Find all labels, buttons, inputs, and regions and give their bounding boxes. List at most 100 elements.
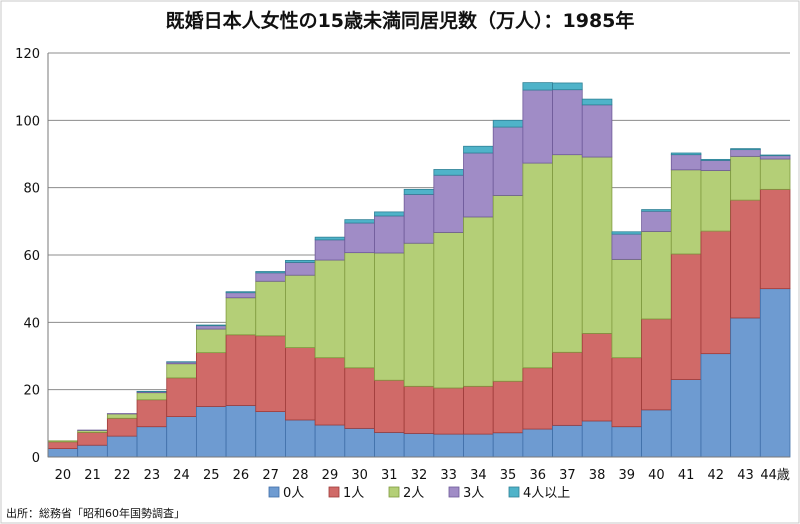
bar-segment xyxy=(730,149,761,157)
x-tick-label: 26 xyxy=(233,468,250,483)
bar-segment xyxy=(314,239,346,261)
y-tick-label: 60 xyxy=(23,249,40,264)
bar-segment xyxy=(670,169,702,255)
bar-segment xyxy=(225,334,257,406)
x-tick-label: 36 xyxy=(529,468,546,483)
y-tick-label: 0 xyxy=(32,451,40,466)
bar-segment xyxy=(522,428,553,458)
bar-segment xyxy=(374,211,405,217)
bar-segment xyxy=(314,259,346,359)
bar-segment xyxy=(552,89,583,156)
bar-segment xyxy=(670,379,702,458)
bar-segment xyxy=(581,104,613,158)
bar-segment xyxy=(374,252,405,381)
bar-segment xyxy=(344,222,375,254)
x-tick-label: 32 xyxy=(411,468,428,483)
bar-segment xyxy=(581,333,613,422)
x-tick-label: 30 xyxy=(351,468,368,483)
bar-segment xyxy=(136,426,168,458)
bar-segment xyxy=(730,199,761,319)
bar-segment xyxy=(255,335,286,412)
bar-segment xyxy=(463,145,494,154)
x-tick-label: 39 xyxy=(618,468,635,483)
legend-label: 3人 xyxy=(463,486,484,501)
x-tick-label: 34 xyxy=(470,468,487,483)
bar-segment xyxy=(433,169,464,176)
bar-segment xyxy=(166,363,197,379)
bar-segment xyxy=(670,154,702,171)
bar-segment xyxy=(581,98,613,106)
bar-segment xyxy=(314,357,346,426)
bar-segment xyxy=(255,411,286,458)
bar-segment xyxy=(522,82,553,91)
bar-segment xyxy=(344,252,375,369)
bar-segment xyxy=(759,188,791,290)
bar-segment xyxy=(492,195,524,382)
bar-segment xyxy=(136,392,168,401)
chart-title: 既婚日本人女性の15歳未満同居児数（万人）：1985年 xyxy=(166,9,635,32)
bar-segment xyxy=(641,209,672,212)
bar-segment xyxy=(700,159,732,171)
bar-segment xyxy=(344,427,375,458)
x-tick-label: 27 xyxy=(262,468,279,483)
legend-label: 4人以上 xyxy=(523,486,570,501)
bar-segment xyxy=(47,441,79,449)
bar-segment xyxy=(285,274,316,348)
legend-label: 1人 xyxy=(343,486,364,501)
y-tick-label: 100 xyxy=(15,114,40,129)
y-tick-label: 120 xyxy=(15,47,40,62)
bar-segment xyxy=(730,155,761,201)
bar-segment xyxy=(463,433,494,458)
bar-segment xyxy=(106,417,138,437)
bar-segment xyxy=(611,233,642,260)
bar-segment xyxy=(47,440,79,443)
y-tick-label: 20 xyxy=(23,384,40,399)
bar-segment xyxy=(641,409,672,458)
x-tick-label: 21 xyxy=(84,468,101,483)
bar-segment xyxy=(136,399,168,428)
x-tick-label: 41 xyxy=(678,468,695,483)
bar-segment xyxy=(522,367,553,430)
bar-segment xyxy=(611,258,642,359)
bar-segment xyxy=(403,433,435,458)
bar-segment xyxy=(403,242,435,387)
bar-segment xyxy=(403,188,435,195)
bar-segment xyxy=(463,385,494,435)
bar-segment xyxy=(611,357,642,428)
bar-segment xyxy=(403,385,435,434)
bar-segment xyxy=(581,156,613,334)
bar-segment xyxy=(522,162,553,369)
bar-segment xyxy=(433,433,464,458)
bar-segment xyxy=(611,426,642,458)
bar-segment xyxy=(106,435,138,458)
bar-segment xyxy=(166,416,197,458)
legend-label: 0人 xyxy=(283,486,304,501)
bar-segment xyxy=(374,215,405,254)
bar-segment xyxy=(225,291,257,294)
x-tick-label: 25 xyxy=(203,468,220,483)
legend-label: 2人 xyxy=(403,486,424,501)
bar-segment xyxy=(641,318,672,411)
bar-segment xyxy=(255,271,286,274)
bar-segment xyxy=(700,353,732,458)
source-note: 出所：総務省「昭和60年国勢調査」 xyxy=(6,506,185,520)
bar-segment xyxy=(670,152,702,156)
x-tick-label: 22 xyxy=(114,468,131,483)
x-tick-label: 24 xyxy=(173,468,190,483)
bar-segment xyxy=(255,272,286,282)
bar-segment xyxy=(759,288,791,458)
legend: 0人 1人 2人 3人 4人以上 xyxy=(268,486,570,501)
bar-segment xyxy=(522,89,553,164)
bar-segment xyxy=(106,413,138,419)
bar-segment xyxy=(225,405,257,458)
bar-segment xyxy=(433,174,464,233)
bar-segment xyxy=(492,432,524,458)
bar-segment xyxy=(759,154,791,157)
y-tick-label: 80 xyxy=(23,182,40,197)
legend-swatch xyxy=(388,486,400,498)
x-tick-label: 23 xyxy=(144,468,161,483)
bar-segment xyxy=(463,216,494,387)
legend-swatch xyxy=(508,486,520,498)
